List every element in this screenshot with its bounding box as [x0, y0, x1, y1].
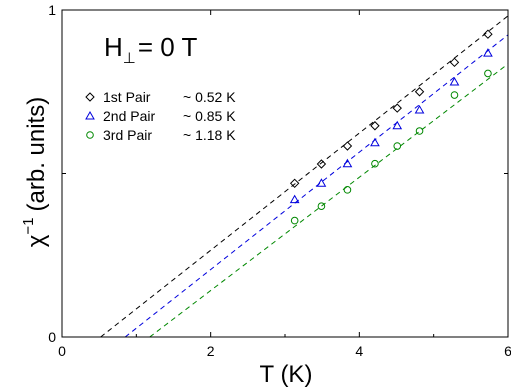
data-point — [342, 158, 353, 168]
x-tick-label: 2 — [207, 343, 215, 359]
fit-line — [149, 63, 509, 338]
data-point — [414, 87, 425, 97]
data-point — [450, 91, 459, 99]
x-tick-label: 4 — [355, 343, 363, 359]
data-points — [289, 29, 493, 225]
fit-line — [100, 15, 509, 338]
legend-marker — [85, 110, 95, 120]
svg-text:χ−1(arb. units): χ−1 (arb. units) — [20, 97, 50, 247]
field-annotation-symbol: H — [104, 32, 123, 62]
legend-label: 2nd Pair — [103, 108, 155, 124]
data-point — [290, 216, 299, 225]
legend-label: 1st Pair — [103, 89, 151, 105]
data-point — [483, 29, 493, 39]
data-point — [289, 194, 300, 204]
legend-label: 3rd Pair — [103, 127, 152, 143]
data-point — [370, 137, 380, 147]
axis-tick-labels: 0 2 4 6 0 1 — [48, 2, 511, 359]
data-point — [370, 121, 380, 131]
field-annotation-subscript: ⊥ — [123, 50, 136, 67]
data-point — [371, 159, 379, 168]
data-point — [289, 178, 300, 189]
y-axis-symbol: χ — [23, 234, 50, 247]
data-point — [449, 76, 460, 86]
field-annotation: H⊥= 0 T — [104, 32, 197, 67]
legend: 1st Pair ~ 0.52 K 2nd Pair ~ 0.85 K 3rd Pair… — [85, 89, 236, 143]
legend-value: ~ 1.18 K — [183, 127, 236, 143]
data-point — [342, 141, 353, 151]
data-point — [392, 103, 402, 113]
data-point — [483, 48, 493, 57]
data-point — [392, 120, 403, 130]
data-point — [415, 127, 424, 135]
data-point — [343, 186, 352, 194]
data-point — [449, 57, 460, 68]
data-point — [316, 178, 327, 187]
data-point — [316, 159, 327, 169]
field-annotation-value: = 0 T — [138, 32, 198, 62]
x-tick-label: 0 — [58, 343, 66, 359]
axis-ticks — [61, 9, 509, 338]
x-axis-title: T (K) — [260, 361, 313, 388]
y-axis-superscript: −1 — [20, 217, 37, 234]
legend-marker — [85, 92, 95, 102]
y-tick-label: 0 — [48, 329, 56, 345]
data-point — [414, 105, 425, 114]
x-tick-label: 6 — [504, 343, 511, 359]
data-point — [484, 69, 492, 78]
data-point — [317, 202, 326, 210]
fit-line — [124, 34, 509, 338]
y-axis-title: χ−1 (arb. units) — [20, 97, 50, 247]
legend-marker — [86, 131, 94, 139]
data-point — [393, 142, 402, 150]
y-tick-label: 1 — [48, 2, 56, 18]
legend-value: ~ 0.52 K — [183, 89, 236, 105]
y-axis-units: (arb. units) — [23, 97, 50, 212]
fit-lines — [100, 15, 509, 338]
legend-value: ~ 0.85 K — [183, 108, 236, 124]
